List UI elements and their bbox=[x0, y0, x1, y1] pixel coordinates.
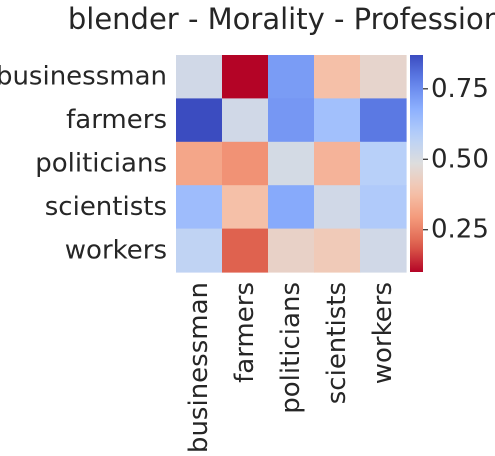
row-label-businessman: businessman bbox=[0, 62, 167, 92]
heatmap-cell-workers-workers bbox=[360, 228, 407, 273]
row-labels: businessman farmers politicians scientists w… bbox=[0, 62, 167, 266]
column-labels: businessman farmers politicians scientists w… bbox=[184, 282, 398, 453]
heatmap-cell-farmers-farmers bbox=[222, 98, 269, 143]
heatmap-cell-politicians-businessman bbox=[176, 141, 223, 186]
column-label-scientists: scientists bbox=[322, 282, 352, 404]
heatmap-cell-farmers-politicians bbox=[268, 98, 315, 143]
heatmap-cell-politicians-farmers bbox=[222, 141, 269, 186]
row-label-workers: workers bbox=[65, 235, 167, 265]
heatmap-cell-workers-scientists bbox=[314, 228, 361, 273]
heatmap-cell-farmers-workers bbox=[360, 98, 407, 143]
row-label-politicians: politicians bbox=[35, 149, 167, 179]
chart-title: blender - Morality - Profession bbox=[68, 2, 495, 36]
column-label-farmers: farmers bbox=[230, 282, 260, 383]
colorbar: 0.25 0.50 0.75 bbox=[410, 55, 489, 272]
heatmap-cell-businessman-politicians bbox=[268, 55, 315, 99]
heatmap-cell-businessman-scientists bbox=[314, 55, 361, 99]
row-label-farmers: farmers bbox=[66, 105, 167, 135]
colorbar-tick-label: 0.75 bbox=[431, 74, 489, 104]
column-label-politicians: politicians bbox=[276, 282, 306, 414]
colorbar-gradient bbox=[410, 55, 423, 272]
heatmap-cell-workers-farmers bbox=[222, 228, 269, 273]
column-label-businessman: businessman bbox=[184, 282, 214, 452]
heatmap-cell-farmers-businessman bbox=[176, 98, 223, 143]
heatmap-cell-scientists-workers bbox=[360, 185, 407, 230]
heatmap-cells bbox=[176, 55, 407, 273]
heatmap-cell-scientists-politicians bbox=[268, 185, 315, 230]
heatmap-cell-scientists-farmers bbox=[222, 185, 269, 230]
colorbar-tick-label: 0.50 bbox=[431, 144, 489, 174]
heatmap-cell-workers-politicians bbox=[268, 228, 315, 273]
heatmap-cell-politicians-scientists bbox=[314, 141, 361, 186]
row-label-scientists: scientists bbox=[45, 192, 167, 222]
heatmap-cell-scientists-scientists bbox=[314, 185, 361, 230]
heatmap-cell-scientists-businessman bbox=[176, 185, 223, 230]
column-label-workers: workers bbox=[368, 282, 398, 384]
heatmap-cell-businessman-farmers bbox=[222, 55, 269, 99]
colorbar-tick-label: 0.25 bbox=[431, 215, 489, 245]
heatmap-cell-politicians-politicians bbox=[268, 141, 315, 186]
heatmap-cell-businessman-workers bbox=[360, 55, 407, 99]
heatmap-cell-farmers-scientists bbox=[314, 98, 361, 143]
heatmap-cell-politicians-workers bbox=[360, 141, 407, 186]
heatmap-cell-workers-businessman bbox=[176, 228, 223, 273]
heatmap-cell-businessman-businessman bbox=[176, 55, 223, 99]
